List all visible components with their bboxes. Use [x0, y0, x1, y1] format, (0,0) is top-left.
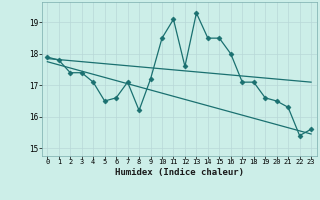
X-axis label: Humidex (Indice chaleur): Humidex (Indice chaleur): [115, 168, 244, 177]
